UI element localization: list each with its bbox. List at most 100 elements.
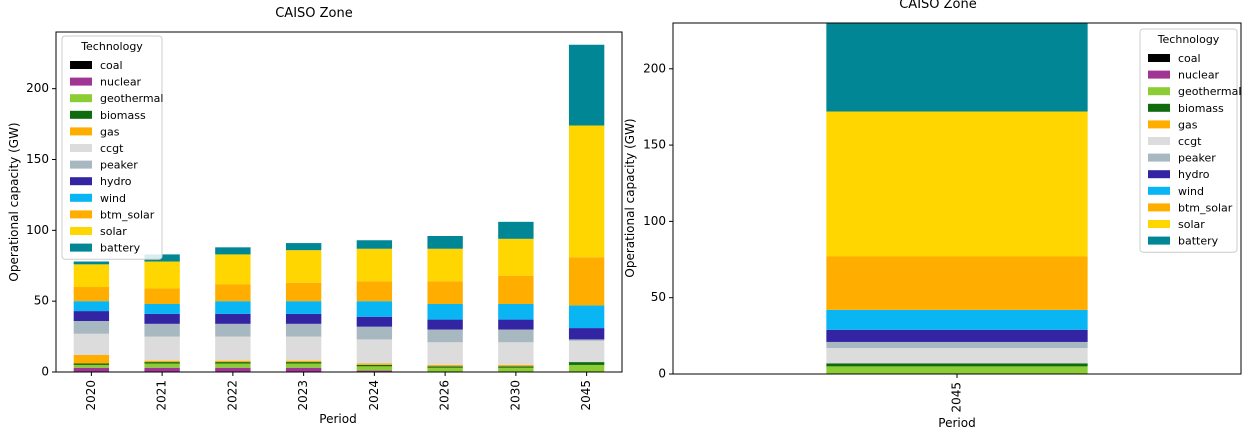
left-bar-2026-btm_solar — [427, 281, 463, 304]
left-bar-2026-hydro — [427, 319, 463, 330]
left-x-tick-label: 2030 — [508, 380, 522, 411]
left-legend-label-ccgt: ccgt — [100, 142, 124, 155]
right-chart: CAISO Zone 0 50 100 150 200 2045 Operational… — [623, 0, 1242, 430]
left-bar-2020-battery — [73, 261, 110, 265]
right-legend-swatch-hydro — [1148, 170, 1170, 179]
left-bar-2023-nuclear — [285, 367, 322, 372]
right-bar-2045-hydro — [826, 329, 1088, 342]
left-bar-2021-hydro — [144, 313, 180, 324]
left-bar-2045-solar — [568, 125, 605, 258]
left-x-tick-label: 2026 — [438, 380, 452, 411]
left-bar-2020-peaker — [73, 321, 110, 334]
left-x-tick-label: 2024 — [367, 380, 381, 411]
left-bar-2021-solar — [144, 261, 180, 289]
left-bar-2030-solar — [498, 238, 534, 276]
left-bar-2021-nuclear — [144, 367, 180, 372]
left-y-tick-label: 0 — [41, 365, 49, 379]
left-bar-2045-ccgt — [568, 340, 605, 363]
left-x-tick-label: 2023 — [296, 380, 310, 411]
left-legend-label-hydro: hydro — [100, 175, 132, 188]
left-bar-2020-solar — [73, 264, 110, 287]
left-bar-2020-biomass — [73, 363, 110, 365]
right-legend-swatch-coal — [1148, 54, 1170, 62]
left-y-axis-label: Operational capacity (GW) — [7, 122, 21, 281]
right-legend-label-hydro: hydro — [1178, 168, 1210, 181]
left-legend-swatch-peaker — [70, 160, 92, 169]
left-bar-2021-geothermal — [144, 363, 180, 368]
right-legend-label-solar: solar — [1178, 218, 1205, 231]
left-bar-2045-peaker — [568, 339, 605, 341]
left-legend-frame — [61, 35, 163, 260]
right-bar-2045-geothermal — [826, 366, 1088, 374]
left-legend: Technology coal nuclear geothermal biomass ga… — [61, 35, 163, 260]
left-bar-2026-biomass — [427, 366, 463, 368]
left-bar-2045-btm_solar — [568, 257, 605, 306]
left-bar-2023-geothermal — [285, 363, 322, 368]
left-legend-label-wind: wind — [100, 192, 126, 205]
left-bar-2024-biomass — [356, 364, 393, 367]
left-chart: CAISO Zone 0 50 100 150 200 2020 2021 2022 2023… — [7, 6, 623, 426]
left-bar-2023-gas — [285, 360, 322, 363]
left-bar-2026-gas — [427, 364, 463, 367]
left-bar-2021-btm_solar — [144, 288, 180, 304]
left-bar-2026-ccgt — [427, 342, 463, 365]
right-legend-title: Technology — [1157, 33, 1220, 46]
right-y-axis-label: Operational capacity (GW) — [623, 118, 637, 277]
right-legend-label-btm_solar: btm_solar — [1178, 201, 1233, 214]
left-bar-2021-wind — [144, 304, 180, 314]
right-legend-swatch-gas — [1148, 120, 1170, 129]
left-legend-swatch-battery — [70, 243, 92, 252]
left-legend-label-coal: coal — [100, 59, 123, 72]
left-bar-2026-geothermal — [427, 367, 463, 372]
left-bar-2026-wind — [427, 304, 463, 320]
left-chart-title: CAISO Zone — [275, 6, 353, 21]
left-bar-2022-nuclear — [215, 367, 251, 372]
left-legend-label-gas: gas — [100, 125, 120, 138]
left-y-tick-label: 200 — [26, 81, 49, 95]
right-bar-2045-wind — [826, 309, 1088, 330]
right-bar-2045-battery — [826, 23, 1088, 112]
left-bar-2020-nuclear — [73, 367, 110, 372]
right-y-tick-label: 100 — [643, 214, 666, 228]
right-y-tick-label: 0 — [658, 367, 666, 381]
left-bars — [73, 44, 605, 372]
left-bar-2045-wind — [568, 305, 605, 329]
left-legend-swatch-geothermal — [70, 94, 92, 103]
left-legend-swatch-coal — [70, 61, 92, 69]
left-bar-2024-gas — [356, 363, 393, 365]
left-legend-swatch-hydro — [70, 177, 92, 186]
left-bar-2020-ccgt — [73, 333, 110, 355]
left-bar-2023-battery — [285, 243, 322, 251]
left-legend-label-battery: battery — [100, 242, 141, 255]
right-bar-2045-peaker — [826, 341, 1088, 349]
left-legend-label-geothermal: geothermal — [100, 92, 163, 105]
left-x-tick-label: 2045 — [579, 380, 593, 411]
right-legend-swatch-biomass — [1148, 103, 1170, 112]
left-x-tick-label: 2021 — [155, 380, 169, 411]
right-bar-2045-solar — [826, 111, 1088, 257]
left-bar-2023-peaker — [285, 323, 322, 337]
left-bar-2021-biomass — [144, 362, 180, 364]
left-bar-2045-hydro — [568, 328, 605, 340]
left-bar-2045-battery — [568, 44, 605, 126]
right-legend-label-gas: gas — [1178, 118, 1198, 131]
left-bar-2045-geothermal — [568, 364, 605, 372]
left-bar-2022-btm_solar — [215, 284, 251, 302]
left-bar-2022-hydro — [215, 313, 251, 324]
left-x-tick-label: 2020 — [84, 380, 98, 411]
left-bar-2022-battery — [215, 247, 251, 255]
left-bar-2022-solar — [215, 254, 251, 285]
right-legend-frame — [1139, 28, 1238, 253]
left-bar-2022-ccgt — [215, 336, 251, 361]
left-bar-2023-biomass — [285, 362, 322, 364]
left-bar-2022-peaker — [215, 323, 251, 337]
right-legend-swatch-ccgt — [1148, 137, 1170, 145]
left-y-tick-label: 50 — [34, 294, 49, 308]
right-x-axis: 2045 — [950, 374, 964, 413]
left-bar-2023-btm_solar — [285, 282, 322, 302]
left-bar-2045-biomass — [568, 362, 605, 365]
right-y-axis: 0 50 100 150 200 — [643, 61, 673, 381]
right-legend-label-geothermal: geothermal — [1178, 85, 1241, 98]
left-bar-2024-solar — [356, 248, 393, 282]
